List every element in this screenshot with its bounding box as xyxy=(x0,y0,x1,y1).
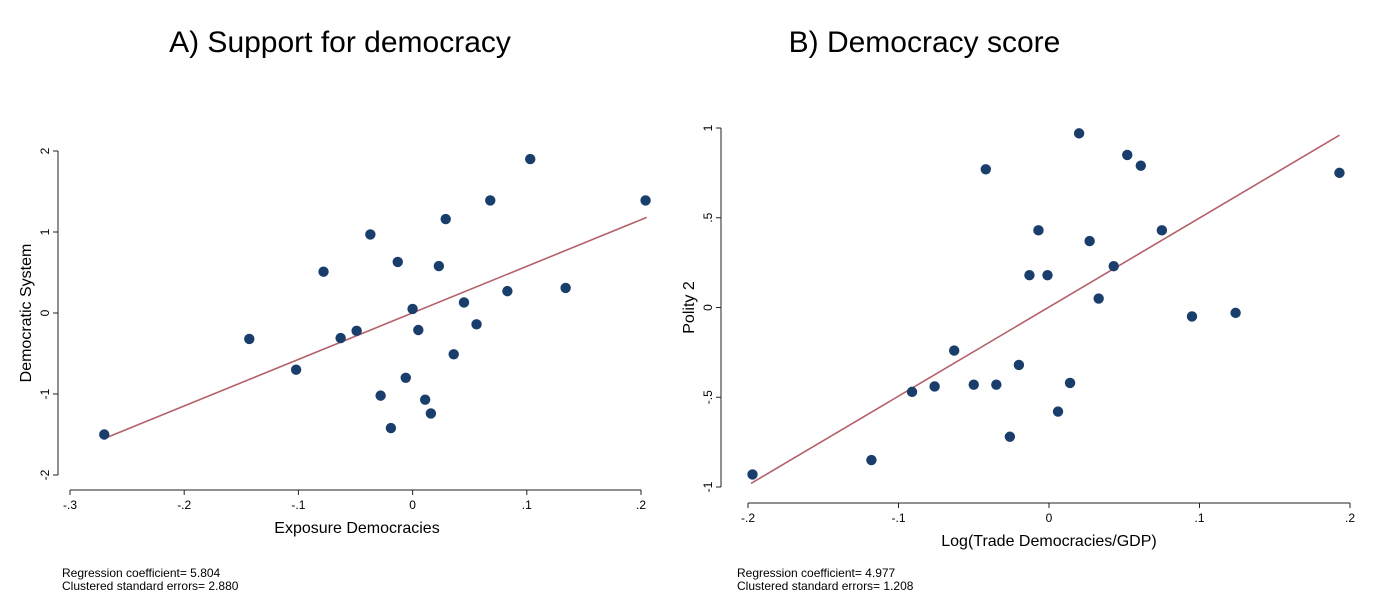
data-point xyxy=(980,164,991,175)
data-point xyxy=(1033,225,1044,236)
y-axis-title: Democratic System xyxy=(18,244,35,383)
scatter-plot-polity: -1 -.5 0 .5 1 -.2 -.1 0 .1 .2 Log(Trade Democracie… xyxy=(681,124,1355,550)
data-point xyxy=(365,229,376,240)
data-point xyxy=(1230,307,1241,319)
data-point xyxy=(1042,269,1053,281)
y-tick-label: 2 xyxy=(38,147,52,154)
data-point xyxy=(99,429,110,440)
data-point xyxy=(485,195,496,206)
y-tick-label: 0 xyxy=(38,309,52,316)
x-tick-label: -.3 xyxy=(63,498,77,512)
data-point xyxy=(640,195,651,206)
data-point xyxy=(458,297,470,308)
data-point xyxy=(560,282,571,294)
data-point xyxy=(244,333,255,345)
data-point xyxy=(948,345,960,356)
data-point xyxy=(1156,225,1168,236)
data-point xyxy=(433,260,445,272)
x-tick-label: 0 xyxy=(409,498,416,512)
data-point xyxy=(1108,261,1119,272)
data-point xyxy=(1073,128,1085,139)
y-tick-label: -1 xyxy=(38,388,52,399)
data-point xyxy=(1186,311,1198,322)
data-point xyxy=(1004,431,1016,442)
data-point xyxy=(1064,377,1076,389)
data-point xyxy=(335,332,346,344)
data-point xyxy=(400,372,411,383)
data-point xyxy=(385,422,397,434)
data-point xyxy=(440,213,451,225)
data-point xyxy=(1135,160,1147,171)
y-tick-label: 1 xyxy=(701,124,715,131)
clustered-se-text: Clustered standard errors= 1.208 xyxy=(737,579,914,593)
panel-democracy-score: B) Democracy score -1 -.5 0 .5 1 -.2 -.1 0 .1 .2 L… xyxy=(681,0,1379,608)
x-tick-label: .1 xyxy=(1194,511,1204,525)
data-point xyxy=(1093,293,1104,304)
y-tick-label: 0 xyxy=(701,304,715,311)
data-point xyxy=(1122,149,1133,161)
x-tick-label: 0 xyxy=(1046,511,1053,525)
data-point xyxy=(290,364,302,375)
data-point xyxy=(318,266,329,277)
data-point xyxy=(866,454,877,466)
y-tick-label: -2 xyxy=(38,469,52,480)
chart-title: A) Support for democracy xyxy=(169,26,511,59)
data-point xyxy=(413,324,424,336)
regression-coefficient-text: Regression coefficient= 5.804 xyxy=(62,566,221,580)
data-point xyxy=(471,319,482,330)
x-tick-label: -.1 xyxy=(891,511,905,525)
x-tick-label: .2 xyxy=(636,498,646,512)
data-point xyxy=(747,469,758,480)
panel-support-for-democracy: A) Support for democracy -2 -1 0 1 2 -.3 -.2 -.… xyxy=(18,26,651,593)
data-point xyxy=(425,408,437,419)
y-tick-label: 1 xyxy=(38,228,52,235)
regression-coefficient-text: Regression coefficient= 4.977 xyxy=(737,566,896,580)
clustered-se-text: Clustered standard errors= 2.880 xyxy=(62,579,239,593)
data-point xyxy=(502,285,513,297)
data-point xyxy=(392,256,403,268)
x-tick-label: -.2 xyxy=(741,511,755,525)
chart-title: B) Democracy score xyxy=(788,26,1061,59)
data-point xyxy=(1013,359,1025,371)
regression-note: Regression coefficient= 4.977 Clustered … xyxy=(737,567,913,593)
data-point xyxy=(1024,269,1035,281)
data-point xyxy=(407,303,418,315)
x-axis-title: Exposure Democracies xyxy=(274,520,439,537)
data-point xyxy=(375,390,386,401)
data-point xyxy=(1084,235,1095,247)
data-point xyxy=(525,153,536,165)
y-tick-label: -.5 xyxy=(701,390,715,404)
x-tick-label: -.1 xyxy=(291,498,305,512)
fitted-regression-line xyxy=(750,134,1340,485)
y-tick-label: .5 xyxy=(701,212,715,222)
y-tick-label: -1 xyxy=(701,481,715,492)
data-point xyxy=(1052,406,1064,417)
data-point xyxy=(351,325,362,337)
x-tick-label: -.2 xyxy=(177,498,191,512)
data-point xyxy=(929,381,940,392)
scatter-plot-support: -2 -1 0 1 2 -.3 -.2 -.1 0 .1 .2 Exposure Democracie… xyxy=(18,147,651,537)
data-point xyxy=(968,379,979,390)
data-point xyxy=(1334,167,1345,179)
x-tick-label: .2 xyxy=(1345,511,1355,525)
x-tick-label: .1 xyxy=(522,498,532,512)
x-axis-title: Log(Trade Democracies/GDP) xyxy=(941,533,1156,550)
data-point xyxy=(906,386,918,398)
regression-note: Regression coefficient= 5.804 Clustered … xyxy=(62,567,238,593)
data-point xyxy=(991,379,1002,390)
fitted-regression-line xyxy=(103,216,648,440)
data-point xyxy=(448,349,459,360)
y-axis-title: Polity 2 xyxy=(681,281,698,334)
data-point xyxy=(419,394,431,405)
